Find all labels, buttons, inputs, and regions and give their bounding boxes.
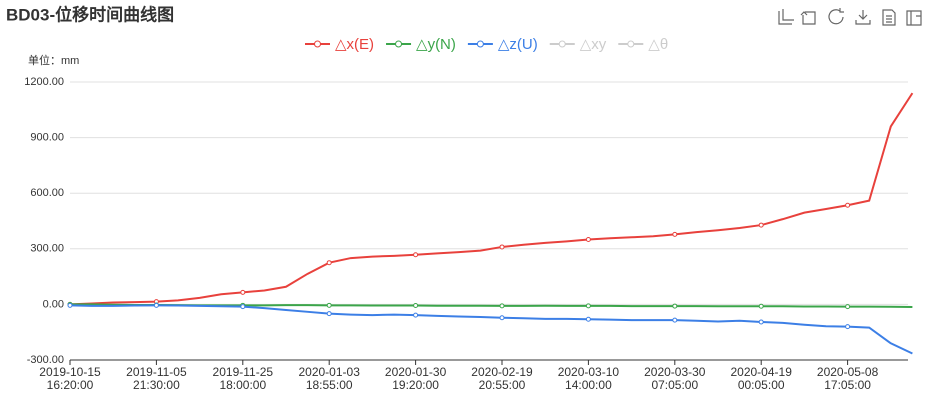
data-point [240, 289, 246, 295]
legend-icon-dot [314, 40, 321, 48]
data-point [758, 222, 764, 228]
data-point [585, 303, 591, 309]
data-point [499, 303, 505, 309]
chart-title: BD03-位移时间曲线图 [6, 4, 174, 24]
legend-icon-dot [476, 40, 484, 48]
x-tick-label: 2020-03-30 07:05:00 [644, 365, 706, 392]
x-tick-label: 2020-01-03 18:55:00 [298, 365, 360, 392]
data-point [672, 303, 678, 309]
data-point [845, 304, 851, 310]
data-point [326, 302, 332, 308]
y-tick-label: -300.00 [27, 354, 64, 366]
data-point [585, 316, 591, 322]
legend-icon-dot [558, 40, 566, 48]
data-point [413, 312, 419, 318]
legend-label: △y(N) [416, 36, 456, 53]
legend: △x(E) △y(N) △z(U) △xy △θ [305, 36, 668, 53]
legend-label: △xy [580, 36, 607, 53]
data-point [672, 231, 678, 237]
restore-button[interactable] [828, 8, 844, 25]
zoom-reset-button[interactable] [800, 11, 816, 25]
plot-area: -300.00 0.00 300.00 600.00 900.00 1200.00 [24, 76, 914, 366]
x-tick-label: 2020-03-10 14:00:00 [557, 365, 620, 392]
y-tick-label: 0.00 [43, 298, 64, 310]
data-point [153, 302, 159, 308]
x-tick-label: 2019-10-15 16:20:00 [39, 365, 101, 392]
data-point [240, 304, 246, 310]
legend-icon-dot [627, 40, 635, 48]
series-line [69, 304, 913, 355]
x-tick-label: 2020-01-30 19:20:00 [384, 365, 447, 392]
x-tick-label: 2020-02-19 20:55:00 [471, 365, 533, 392]
legend-label: △x(E) [335, 36, 374, 53]
data-point [845, 202, 851, 208]
data-point [413, 303, 419, 309]
data-point [758, 303, 764, 309]
data-point [758, 319, 764, 325]
data-point [585, 237, 591, 243]
export-button[interactable] [906, 10, 922, 26]
x-tick-label: 2020-04-19 00:05:00 [730, 365, 792, 392]
data-point [499, 244, 505, 250]
x-tick-label: 2020-05-08 17:05:00 [816, 365, 879, 392]
data-point [413, 252, 419, 258]
legend-icon-dot [395, 40, 403, 48]
save-button[interactable] [855, 10, 871, 25]
data-point [672, 317, 678, 323]
legend-label: △θ [648, 36, 668, 53]
y-tick-label: 600.00 [30, 187, 64, 199]
y-tick-label: 300.00 [30, 243, 64, 255]
data-point [326, 260, 332, 266]
y-tick-label: 900.00 [30, 132, 64, 144]
y-tick-label: 1200.00 [24, 76, 64, 88]
toolbox [778, 8, 922, 26]
data-point [845, 324, 851, 330]
zoom-button[interactable] [778, 9, 794, 25]
data-point [499, 315, 505, 321]
x-tick-label: 2019-11-05 21:30:00 [126, 365, 187, 392]
y-axis-unit: 单位：mm [28, 53, 79, 67]
series-line [69, 92, 914, 306]
data-point [67, 302, 73, 308]
data-view-button[interactable] [882, 9, 896, 26]
legend-label: △z(U) [498, 36, 538, 53]
x-tick-label: 2019-11-25 18:00:00 [212, 365, 274, 392]
data-point [326, 311, 332, 317]
